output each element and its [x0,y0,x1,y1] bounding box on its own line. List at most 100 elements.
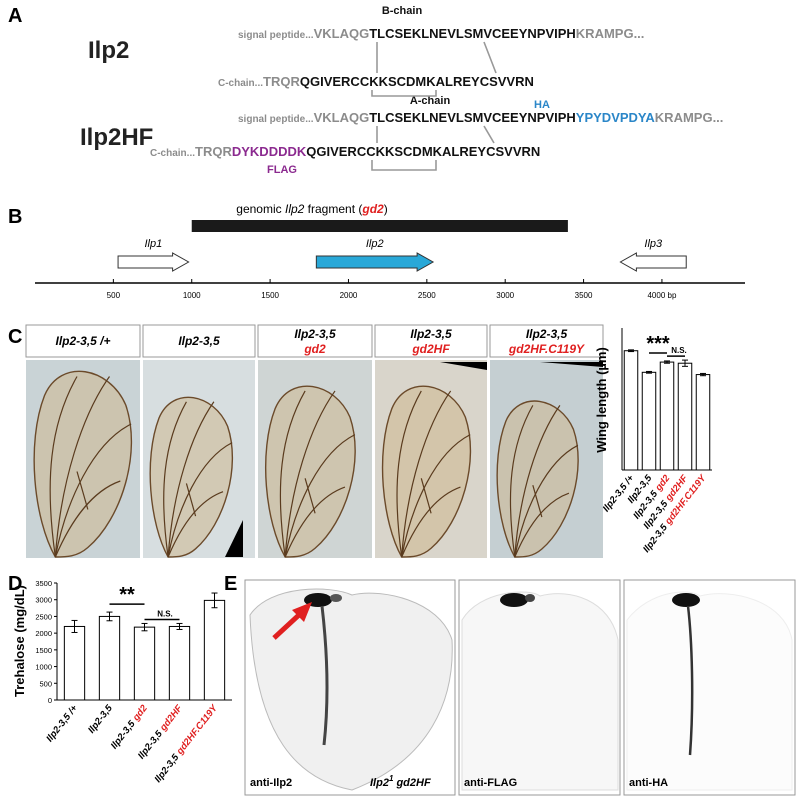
sequence-line: signal peptide...VKLAQGTLCSEKLNEVLSMVCEE… [238,110,723,125]
label-part: Ilp2-3,5 [86,703,115,736]
bar [659,361,675,471]
bar [168,625,191,701]
disulfide-bond [483,41,497,74]
x-tick-label: Ilp2-3,5gd2HF.C119Y [153,702,221,785]
genotype-header: Ilp2-3,5 /+ [55,334,110,348]
panel-label: D [8,573,22,595]
wing-vein [515,405,560,557]
genotype-header: Ilp2-3,5 [178,334,220,348]
brain-outline [461,591,619,791]
wing-vein [305,478,315,513]
y-tick-label: 1500 [35,646,52,655]
header-box [489,324,604,358]
bar [695,374,711,471]
panel-label: A [8,5,22,27]
wing-vein [168,402,214,557]
stain-label: anti-HA [629,777,668,789]
gene-label: Ilp1 [144,238,162,250]
wing-vein [402,435,471,557]
sequence-part: QGIVERCCKKSCDMKALREYCSVVRN [306,144,540,159]
wing-blade [150,397,232,557]
label-part: genomic [236,202,285,216]
header-box [374,324,488,358]
x-tick-label: 1500 [261,291,279,300]
sequence-part: VKLAQG [314,110,370,125]
genotype-header: Ilp2-3,5 [410,327,452,341]
wing-vein [280,391,305,557]
bar [641,371,657,471]
triangle [225,520,243,557]
genotype-part: 1 [389,774,394,783]
error-bar [682,359,688,367]
wing-vein [168,492,223,557]
wing-vein [164,402,187,557]
x-tick-label: 3000 [496,291,514,300]
panel-label: B [8,206,22,228]
y-tick-label: 2500 [35,612,52,621]
sequence-part: C-chain... [150,148,195,159]
arrow [272,602,312,640]
x-tick-label: 2500 [418,291,436,300]
wing-vein [421,478,431,513]
sequence-part: signal peptide... [238,114,314,125]
genotype-part: Ilp2 [370,777,389,789]
label-part: ) [384,202,388,216]
disulfide-bond [371,90,437,97]
label-part: gd2 [361,202,384,216]
chain-label: A-chain [410,95,451,107]
wing-vein [50,377,77,558]
label-part: gd2 [130,703,150,724]
x-tick-label: 1000 [183,291,201,300]
y-tick-label: 3000 [35,596,52,605]
wing-vein [402,487,461,557]
genotype-header: gd2HF [411,342,450,356]
wing-vein [285,391,335,557]
sequence-part: TLCSEKLNEVLSMVCEEYNPVIPH [369,110,576,125]
wing-blade [497,401,578,557]
x-tick-label: 2000 [340,291,358,300]
header-box [25,324,141,358]
genomic-fragment [191,220,568,232]
wing-vein [515,445,578,557]
label-part: Ilp2 [285,202,305,216]
label-part: gd2HF [157,703,185,734]
bar [203,599,226,701]
stain-label: anti-FLAG [464,777,517,789]
significance-label: ** [119,584,135,606]
y-tick-label: 2000 [35,629,52,638]
triangle [440,362,487,370]
wing-vein [77,472,88,510]
construct-name: Ilp2HF [80,124,153,151]
tag-label: FLAG [267,164,297,176]
error-bar [664,360,670,364]
y-tick-label: 1000 [35,663,52,672]
error-bar [71,619,78,633]
brain-outline [626,591,793,791]
gene-arrow [315,252,435,272]
sequence-line: C-chain...TRQRDYKDDDDKQGIVERCCKKSCDMKALR… [150,144,540,159]
header-box [142,324,256,358]
genotype-label: Ilp21 gd2HF [370,774,431,789]
wing [497,401,578,557]
error-bar [106,611,113,622]
triangle [540,362,603,367]
panel-label: C [8,326,22,348]
sequence-line: signal peptide...VKLAQGTLCSEKLNEVLSMVCEE… [238,26,644,41]
genotype-header: gd2HF.C119Y [508,342,585,356]
sequence-part: TRQR [195,144,232,159]
fragment-label: genomic Ilp2 fragment (gd2) [236,202,387,216]
sequence-part: DYKDDDDK [232,144,307,159]
bar [677,362,693,471]
label-part: Ilp2-3,5 /+ [44,703,80,744]
error-bar [141,622,148,632]
label-part: fragment ( [304,202,362,216]
sequence-part: C-chain... [218,78,263,89]
bar [98,615,121,701]
gene-label: Ilp2 [366,238,384,250]
y-tick-label: 3500 [35,579,52,588]
genotype-header: Ilp2-3,5 [526,327,568,341]
y-axis-label: Wing length (µm) [594,347,609,453]
panel-label: E [224,573,237,595]
disulfide-bond [483,125,495,144]
x-tick-label: 4000 bp [647,291,676,300]
